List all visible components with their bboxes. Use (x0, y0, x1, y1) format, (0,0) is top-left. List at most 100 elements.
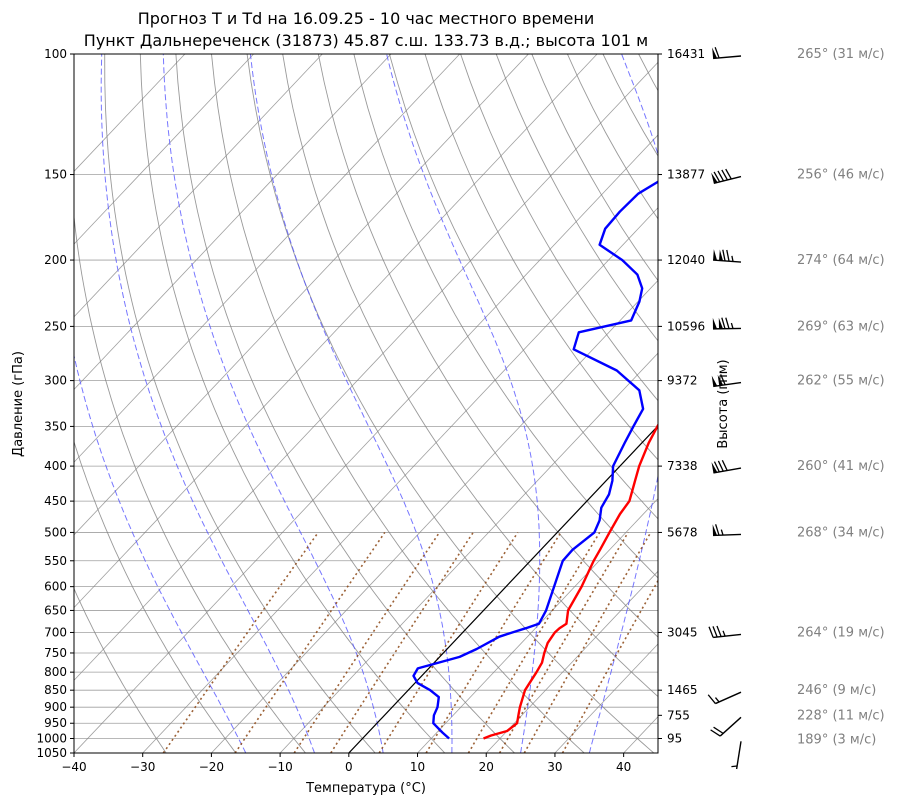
height-tick-label: 1465 (667, 683, 698, 697)
chart-title-line2: Пункт Дальнереченск (31873) 45.87 с.ш. 1… (84, 31, 648, 50)
height-tick-label: 755 (667, 708, 690, 722)
dry-adiabat-line (460, 54, 658, 402)
wind-barb-full (713, 726, 724, 734)
wind-label: 268° (34 м/с) (797, 525, 885, 540)
x-tick-label: −40 (61, 760, 86, 774)
wind-barb-full (720, 374, 726, 386)
wind-barb-flag (711, 172, 718, 184)
wind-label: 246° (9 м/с) (797, 683, 876, 698)
y-tick-label: 950 (44, 716, 67, 730)
isotherm-line (211, 279, 658, 753)
height-tick-label: 5678 (667, 525, 698, 539)
wind-barb-full (721, 459, 728, 471)
isotherm-line (74, 54, 186, 172)
moist-adiabat-line (588, 54, 658, 753)
isotherm-line (74, 54, 392, 391)
wind-barb-flag (711, 462, 718, 473)
wind-labels: 265° (31 м/с) 256° (46 м/с) 274° (64 м/с) 2… (797, 47, 885, 747)
x-tick-label: 0 (345, 760, 353, 774)
height-axis-ticks: 16431 13877 12040 10596 9372 7338 5678 3045 1465… (658, 47, 705, 745)
wind-barb-flag (717, 374, 724, 386)
wind-barb-staff (712, 533, 742, 537)
plot-frame (73, 53, 659, 754)
isotherm-line (74, 54, 323, 318)
height-tick-label: 95 (667, 731, 682, 745)
x-tick-label: 20 (479, 760, 494, 774)
y-tick-label: 200 (44, 253, 67, 267)
x-tick-label: 30 (547, 760, 562, 774)
mixing-ratio-line (425, 531, 562, 753)
moist-adiabat-line (100, 54, 315, 753)
wind-barb-full (717, 170, 725, 182)
wind-barb-flag (718, 317, 724, 329)
wind-barb-flag (712, 47, 718, 59)
wind-barb-flag (719, 249, 724, 261)
mixing-ratio-line (162, 531, 319, 753)
wind-barb (713, 249, 742, 263)
mixing-ratio-line (523, 531, 652, 753)
y-tick-label: 400 (44, 459, 67, 473)
dry-adiabat-line (638, 54, 658, 92)
x-tick-label: 10 (410, 760, 425, 774)
wind-label: 269° (63 м/с) (797, 319, 885, 334)
wind-barb-full (717, 460, 724, 472)
isotherm-line (623, 716, 658, 753)
isotherm-line (485, 570, 658, 753)
isotherm-line (142, 207, 658, 753)
wind-barb (712, 524, 742, 537)
height-tick-label: 12040 (667, 253, 705, 267)
dewpoint-line (412, 180, 658, 740)
wind-barb-full (707, 694, 716, 704)
height-tick-label: 9372 (667, 374, 698, 388)
x-tick-label: 40 (616, 760, 631, 774)
y-tick-label: 450 (44, 494, 67, 508)
wind-barb-flag (711, 375, 718, 387)
x-tick-label: −30 (130, 760, 155, 774)
isotherm-grid (74, 54, 658, 753)
wind-barb-staff (713, 55, 742, 60)
dry-adiabat-line (282, 54, 658, 698)
isotherm-line (348, 425, 658, 753)
isotherm-line (279, 352, 658, 753)
dry-adiabat-line (246, 54, 655, 753)
wind-barb-flag (713, 249, 718, 261)
y-tick-label: 800 (44, 665, 67, 679)
x-axis-label: Температура (°C) (305, 781, 426, 796)
x-axis-ticks: −40 −30 −20 −10 0 10 20 30 40 (61, 753, 631, 774)
wind-barb-half (720, 529, 724, 536)
mixing-ratio-lines (162, 531, 658, 753)
wind-barb-staff (719, 716, 742, 737)
dry-adiabat-line (353, 54, 658, 579)
mixing-ratio-line (330, 531, 474, 753)
moist-adiabat-line (249, 54, 453, 753)
wind-barb-staff (713, 381, 742, 388)
wind-barb-half (714, 697, 720, 703)
wind-barb-staff (713, 175, 742, 184)
y-tick-label: 550 (44, 554, 67, 568)
wind-barb-half (731, 765, 738, 768)
wind-label: 189° (3 м/с) (797, 732, 876, 747)
x-tick-label: −20 (199, 760, 224, 774)
dry-adiabat-line (104, 54, 376, 753)
mixing-ratio-line (467, 531, 601, 753)
dry-adiabat-line (211, 54, 585, 753)
moist-adiabat-line (74, 353, 247, 753)
height-tick-label: 7338 (667, 459, 698, 473)
wind-barb-flag (712, 317, 718, 329)
wind-barb-full (714, 46, 720, 59)
wind-barb-full (715, 524, 720, 536)
wind-barb (708, 625, 742, 639)
y-tick-label: 600 (44, 580, 67, 594)
wind-label: 262° (55 м/с) (797, 374, 885, 389)
wind-barb-staff (713, 259, 742, 263)
wind-barb-flag (712, 524, 718, 536)
y-tick-label: 750 (44, 646, 67, 660)
y-tick-label: 350 (44, 419, 67, 433)
wind-barb (711, 459, 742, 474)
wind-barb-staff (735, 741, 742, 770)
wind-barb-half (731, 255, 734, 262)
wind-barb-full (716, 625, 722, 637)
y-tick-label: 700 (44, 625, 67, 639)
y-tick-label: 900 (44, 700, 67, 714)
